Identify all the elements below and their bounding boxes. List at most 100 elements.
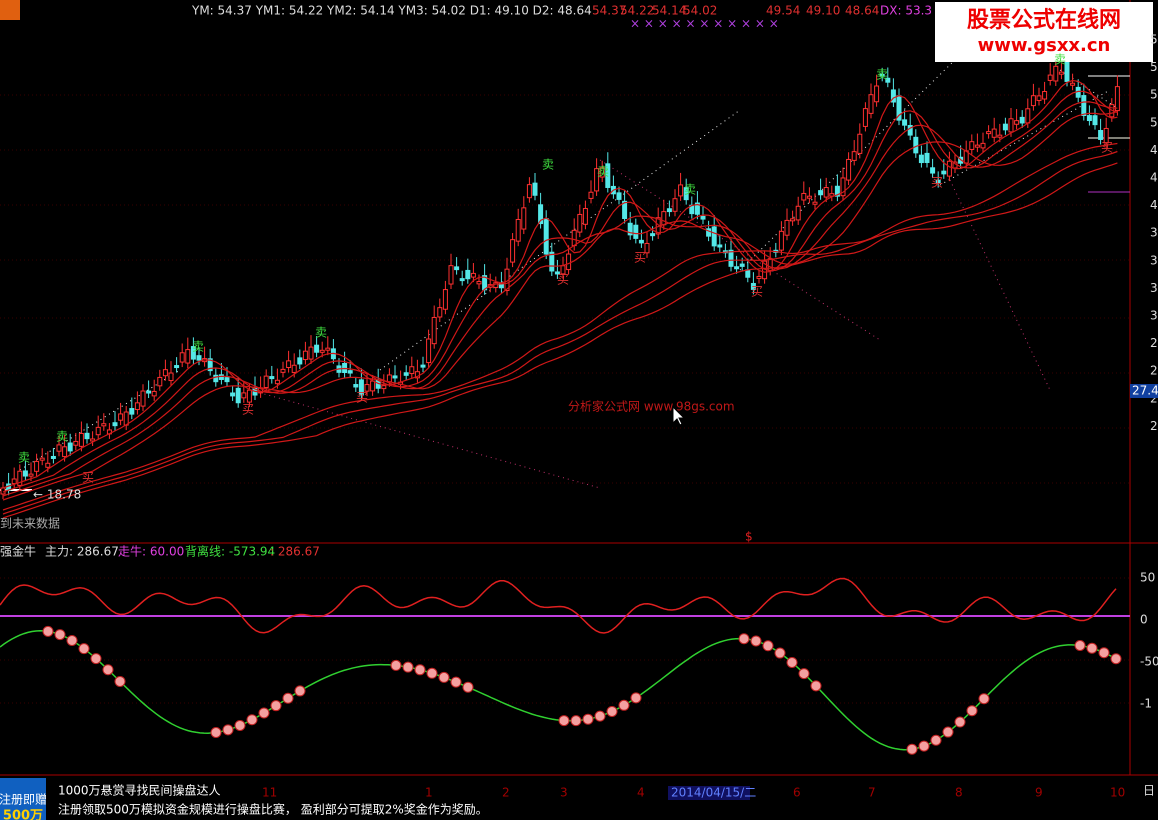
candle-body xyxy=(353,384,359,388)
candle-body xyxy=(756,275,762,279)
signal-ball xyxy=(282,692,294,704)
signal-ball xyxy=(966,705,978,717)
signal-ball xyxy=(1086,642,1098,654)
price-grid xyxy=(0,94,1130,704)
period-button[interactable]: 日 xyxy=(1143,784,1155,798)
candle-body xyxy=(823,187,829,198)
candle-body xyxy=(650,233,656,237)
candle-body xyxy=(179,352,185,363)
indicator-axis-label: -1 xyxy=(1140,697,1152,711)
candle-body xyxy=(644,242,650,254)
watermark-box xyxy=(935,2,1153,62)
signal-ball xyxy=(210,726,222,738)
candle-body xyxy=(162,369,168,377)
signal-ball xyxy=(66,634,78,646)
signal-ball xyxy=(942,726,954,738)
candle-body xyxy=(538,204,544,225)
app-icon xyxy=(0,0,20,20)
candle-body xyxy=(543,218,549,255)
signal-ball xyxy=(798,668,810,680)
signal-label: 卖 xyxy=(597,165,609,179)
signal-ball xyxy=(222,724,234,736)
price-axis-label: 5 xyxy=(1150,115,1158,129)
badge-top: 注册即赠 xyxy=(0,792,47,807)
ma-line xyxy=(2,142,1118,511)
signal-label: 买 xyxy=(82,471,94,485)
indicator-bull: 走牛: 60.00 xyxy=(118,544,184,559)
candle-body xyxy=(1042,91,1048,100)
candle-body xyxy=(935,179,941,184)
candle-body xyxy=(123,411,129,426)
candle-body xyxy=(140,390,146,407)
candle-body xyxy=(101,423,107,427)
date-label: 2014/04/15/二 xyxy=(671,786,756,800)
candle-body xyxy=(739,263,745,267)
candle-body xyxy=(577,213,583,233)
candle-body xyxy=(510,239,516,263)
date-label: 1 xyxy=(425,786,433,800)
candle-body xyxy=(465,269,471,280)
ma-line xyxy=(2,90,1118,493)
candle-body xyxy=(997,134,1003,138)
candle-body xyxy=(784,219,790,236)
price-axis-label: 2 xyxy=(1150,364,1158,378)
ma-line xyxy=(2,150,1118,515)
candle-body xyxy=(1008,118,1014,133)
candle-body xyxy=(790,218,796,222)
header-value: 49.54 xyxy=(766,4,800,18)
signal-label: 买 xyxy=(1101,141,1113,155)
candle-body xyxy=(112,422,118,427)
signal-ball xyxy=(258,707,270,719)
candle-body xyxy=(45,462,51,468)
candle-body xyxy=(1036,95,1042,101)
header-value: 54.22 xyxy=(620,4,654,18)
candle-body xyxy=(62,446,68,458)
candle-body xyxy=(683,187,689,201)
signal-ball xyxy=(90,653,102,665)
indicator-extra: : 286.67 xyxy=(270,545,320,559)
candle-body xyxy=(627,222,633,236)
candle-body xyxy=(370,380,376,392)
signal-label: 卖 xyxy=(18,451,30,465)
candle-body xyxy=(795,205,801,221)
candle-body xyxy=(437,307,443,318)
candle-body xyxy=(118,413,124,421)
candle-body xyxy=(1086,115,1092,122)
markers: × × × × × × × × × × × xyxy=(630,17,779,31)
candle-body xyxy=(846,158,852,181)
signal-label: 买 xyxy=(634,251,646,265)
candle-body xyxy=(974,144,980,148)
footer-line1[interactable]: 1000万悬赏寻找民间操盘达人 xyxy=(58,783,221,798)
price-axis: 5 5 5 5 4 4 4 3 3 3 3 2 2 2 2 xyxy=(1150,33,1158,433)
candle-body xyxy=(22,470,28,477)
future-hint: 到未来数据 xyxy=(0,516,60,531)
candle-body xyxy=(263,375,269,389)
candle-body xyxy=(913,136,919,154)
candle-body xyxy=(28,473,34,477)
candle-body xyxy=(532,182,538,196)
candle-body xyxy=(706,228,712,237)
signal-ball xyxy=(42,625,54,637)
signal-label: 买 xyxy=(557,273,569,287)
signal-ball xyxy=(630,692,642,704)
candle-body xyxy=(448,265,454,285)
candle-body xyxy=(286,360,292,369)
candle-body xyxy=(941,170,947,175)
signal-ball xyxy=(606,705,618,717)
signal-ball xyxy=(246,714,258,726)
candle-body xyxy=(633,224,639,239)
center-watermark: 分析家公式网 www.98gs.com xyxy=(568,399,735,414)
ma-line xyxy=(2,79,1118,489)
candle-body xyxy=(431,316,437,345)
ma-line xyxy=(2,111,1118,501)
candle-body xyxy=(1053,65,1059,82)
footer-line2[interactable]: 注册领取500万模拟资金规模进行操盘比赛， 盈利部分可提取2%奖金作为奖励。 xyxy=(58,802,488,817)
candle-body xyxy=(1019,116,1025,124)
candle-body xyxy=(73,440,79,446)
candle-body xyxy=(174,365,180,369)
candle-body xyxy=(420,364,426,368)
watermark-title: 股票公式在线网 xyxy=(967,7,1121,33)
signal-label: 买 xyxy=(931,176,943,190)
signal-ball xyxy=(414,664,426,676)
